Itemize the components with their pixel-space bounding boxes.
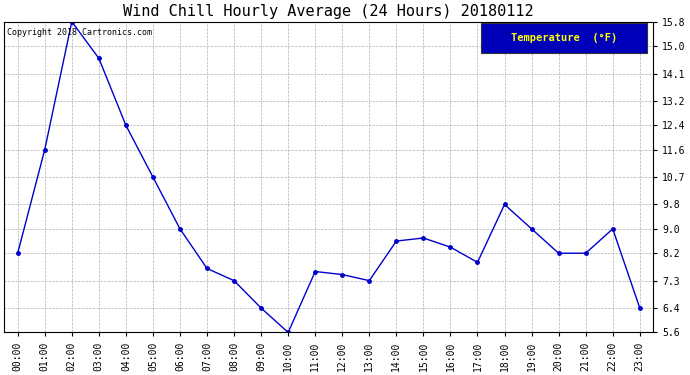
FancyBboxPatch shape	[482, 23, 647, 53]
Text: Temperature  (°F): Temperature (°F)	[511, 33, 617, 43]
Text: Copyright 2018 Cartronics.com: Copyright 2018 Cartronics.com	[8, 28, 152, 37]
Title: Wind Chill Hourly Average (24 Hours) 20180112: Wind Chill Hourly Average (24 Hours) 201…	[124, 4, 534, 19]
